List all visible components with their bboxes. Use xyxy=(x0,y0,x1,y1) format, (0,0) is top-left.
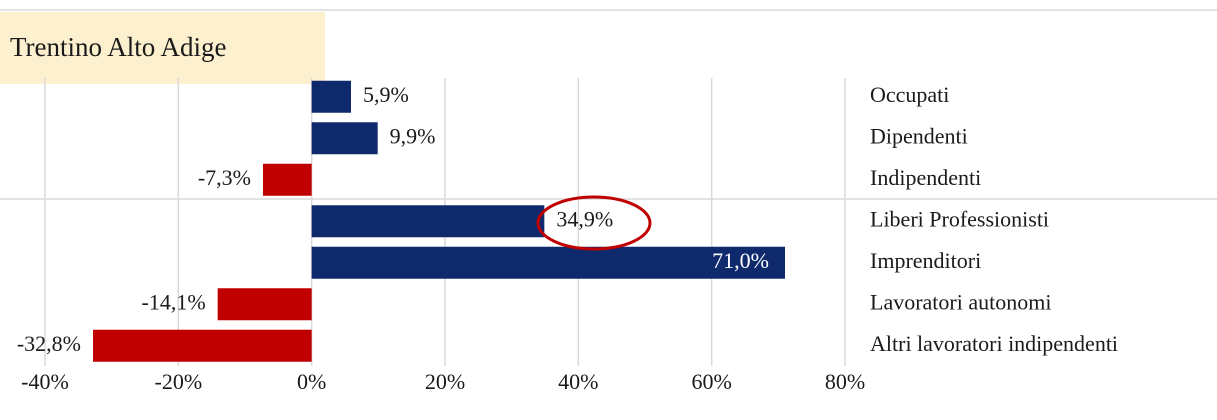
title-box xyxy=(0,12,325,84)
x-tick-label: 20% xyxy=(425,369,465,394)
bar xyxy=(217,288,312,321)
x-tick-label: 60% xyxy=(692,369,732,394)
bar xyxy=(93,329,312,362)
value-label: 9,9% xyxy=(390,123,436,148)
bar xyxy=(311,122,378,155)
x-tick-label: -20% xyxy=(155,369,203,394)
x-tick-label: -40% xyxy=(21,369,69,394)
value-label: -14,1% xyxy=(142,289,206,314)
x-tick-label: 40% xyxy=(558,369,598,394)
category-label: Liberi Professionisti xyxy=(870,206,1049,231)
value-label: 34,9% xyxy=(556,206,613,231)
value-label: -32,8% xyxy=(17,331,81,356)
bar xyxy=(263,163,312,196)
category-label: Lavoratori autonomi xyxy=(870,289,1051,314)
bar xyxy=(311,205,545,238)
category-label: Indipendenti xyxy=(870,165,981,190)
category-label: Occupati xyxy=(870,82,949,107)
chart-title: Trentino Alto Adige xyxy=(10,32,227,62)
category-label: Altri lavoratori indipendenti xyxy=(870,331,1118,356)
category-label: Dipendenti xyxy=(870,123,968,148)
bar xyxy=(311,80,351,113)
x-tick-label: 0% xyxy=(297,369,326,394)
value-label: -7,3% xyxy=(198,165,251,190)
bars xyxy=(93,80,785,362)
highlight-ellipse xyxy=(536,195,652,251)
bar xyxy=(311,246,785,279)
value-label: 71,0% xyxy=(712,248,769,273)
category-label: Imprenditori xyxy=(870,248,981,273)
value-label: 5,9% xyxy=(363,82,409,107)
x-tick-label: 80% xyxy=(825,369,865,394)
